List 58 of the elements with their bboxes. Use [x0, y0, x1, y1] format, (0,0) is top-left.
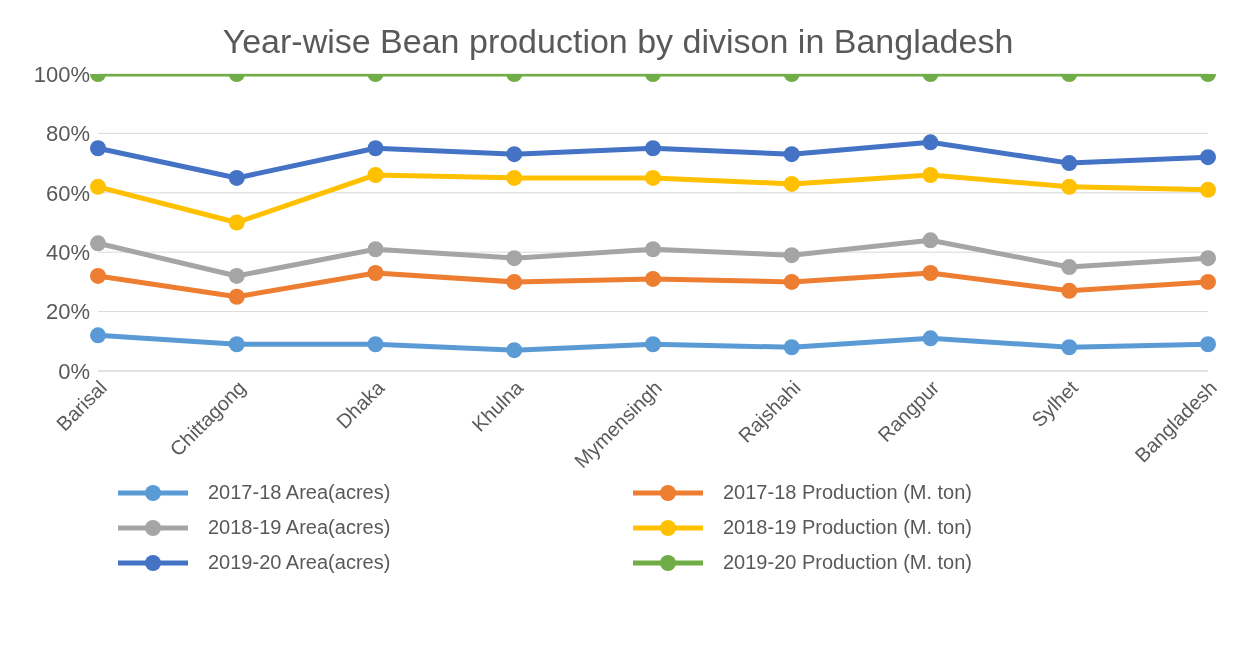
point — [90, 140, 106, 157]
y-tick-label: 40% — [45, 240, 90, 266]
legend-label: 2017-18 Area(acres) — [208, 481, 391, 504]
point — [228, 214, 245, 231]
point — [1061, 178, 1078, 195]
point — [228, 288, 245, 305]
legend-label: 2018-19 Production (M. ton) — [723, 516, 973, 539]
point — [783, 247, 800, 264]
point — [90, 235, 106, 252]
point — [1061, 339, 1078, 356]
point — [645, 270, 661, 287]
point — [922, 166, 939, 183]
point — [228, 336, 245, 353]
point — [90, 327, 106, 344]
point — [783, 273, 800, 290]
point — [922, 134, 939, 151]
point — [1061, 155, 1078, 172]
point — [367, 140, 384, 157]
point — [645, 169, 661, 186]
point — [228, 267, 245, 284]
point — [1061, 259, 1078, 276]
point — [922, 330, 939, 347]
y-tick-label: 0% — [58, 358, 90, 384]
point — [1200, 336, 1216, 353]
point — [506, 273, 523, 290]
point — [90, 178, 106, 195]
y-tick-label: 20% — [45, 299, 90, 325]
point — [367, 336, 384, 353]
point — [645, 140, 661, 157]
point — [1061, 282, 1078, 299]
point — [783, 175, 800, 192]
point — [506, 250, 523, 267]
point — [922, 264, 939, 281]
point — [506, 146, 523, 163]
point — [367, 264, 384, 281]
point — [645, 241, 661, 258]
legend-label: 2019-20 Production (M. ton) — [723, 551, 973, 574]
point — [1200, 250, 1216, 267]
y-tick-label: 100% — [33, 61, 90, 87]
point — [228, 169, 245, 186]
point — [1200, 273, 1216, 290]
point — [367, 241, 384, 258]
point — [506, 169, 523, 186]
chart-title: Year-wise Bean production by divison in Bangladesh — [221, 21, 1015, 62]
point — [922, 232, 939, 249]
point — [1200, 149, 1216, 166]
legend-label: 2018-19 Area(acres) — [208, 516, 391, 539]
point — [506, 342, 523, 359]
y-tick-label: 60% — [45, 180, 90, 206]
point — [1200, 181, 1216, 198]
legend-label: 2017-18 Production (M. ton) — [723, 481, 973, 504]
y-tick-label: 80% — [45, 121, 90, 147]
point — [783, 146, 800, 163]
point — [783, 339, 800, 356]
point — [645, 336, 661, 353]
point — [90, 267, 106, 284]
point — [367, 166, 384, 183]
legend-label: 2019-20 Area(acres) — [208, 551, 391, 574]
